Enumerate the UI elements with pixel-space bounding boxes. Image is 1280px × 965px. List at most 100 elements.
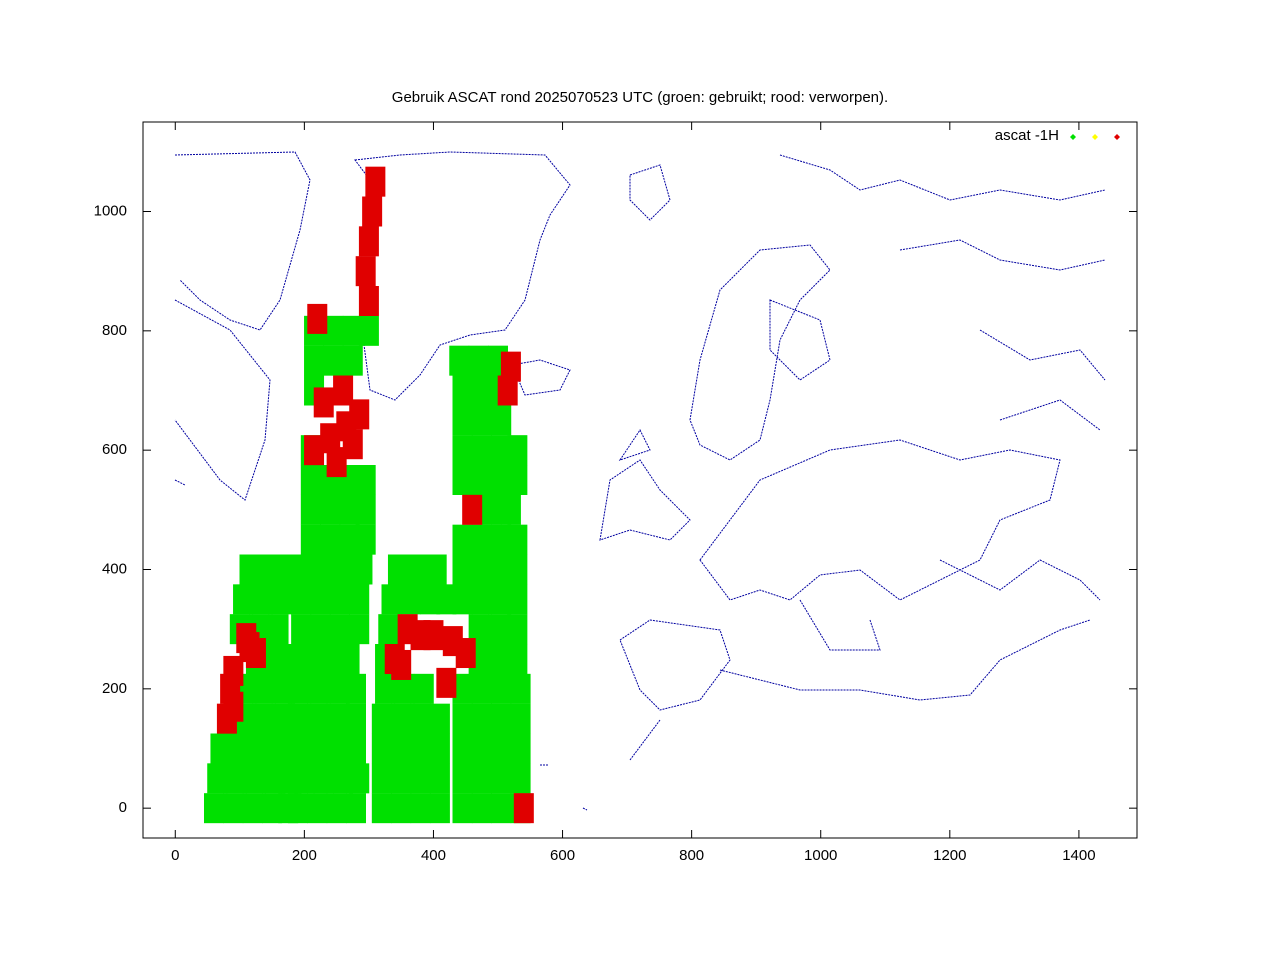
data-point [375, 673, 396, 704]
data-point [491, 435, 512, 466]
data-point [429, 793, 450, 824]
data-point [513, 793, 534, 824]
data-point [429, 763, 450, 794]
data-point [297, 554, 318, 585]
data-point [287, 733, 308, 764]
data-point [452, 405, 473, 436]
data-point [491, 465, 512, 495]
y-tick-label: 800 [102, 322, 127, 339]
data-point [491, 584, 512, 615]
data-point [268, 733, 289, 764]
data-point [271, 703, 292, 734]
data-point [300, 524, 321, 555]
x-tick-label: 1000 [804, 847, 837, 864]
data-point [471, 584, 492, 615]
data-point [491, 793, 512, 824]
data-point [316, 554, 337, 585]
data-point [265, 644, 286, 674]
data-point [410, 733, 431, 764]
data-point [346, 733, 366, 764]
data-point [249, 733, 270, 764]
data-point [252, 703, 273, 734]
data-point [455, 638, 476, 669]
data-point [262, 793, 283, 824]
data-point [355, 465, 376, 495]
data-point [333, 375, 354, 406]
data-point [307, 303, 328, 334]
data-point [436, 584, 457, 615]
data-point [488, 644, 508, 674]
data-point [468, 345, 489, 376]
data-point [207, 763, 228, 794]
data-point [507, 644, 528, 674]
coastline [629, 164, 671, 221]
data-point [452, 673, 473, 704]
data-point [223, 655, 244, 686]
data-point [307, 733, 328, 764]
data-point [391, 733, 412, 764]
data-point [291, 614, 312, 645]
data-point [362, 196, 383, 227]
data-point [471, 554, 492, 585]
data-point [391, 763, 412, 794]
data-point [300, 644, 321, 674]
data-point [284, 644, 305, 674]
data-point [346, 703, 366, 734]
data-point [307, 793, 328, 824]
data-point [245, 763, 266, 794]
data-point [287, 793, 308, 824]
data-point [329, 584, 350, 615]
data-point [423, 620, 444, 651]
data-point [452, 703, 473, 734]
data-point [471, 435, 492, 466]
data-point [391, 793, 412, 824]
data-point [410, 793, 431, 824]
data-point [349, 399, 370, 430]
chart-title: Gebruik ASCAT rond 2025070523 UTC (groen… [392, 89, 888, 106]
data-point [471, 524, 492, 555]
data-point [452, 584, 473, 615]
data-point [271, 584, 292, 615]
data-point [307, 703, 328, 734]
data-point [320, 644, 341, 674]
x-tick-label: 800 [679, 847, 704, 864]
coastlines [174, 151, 1106, 811]
data-point [407, 554, 428, 585]
data-point [229, 733, 250, 764]
data-point [313, 763, 334, 794]
data-point [291, 673, 312, 704]
data-point [336, 554, 357, 585]
data-point [452, 465, 473, 495]
data-point [233, 584, 254, 615]
data-point [300, 494, 321, 525]
data-point [339, 644, 360, 674]
legend-marker [1070, 134, 1076, 140]
data-point [429, 733, 450, 764]
data-point [352, 554, 373, 585]
data-point [210, 733, 231, 764]
y-tick-label: 1000 [94, 202, 127, 219]
data-point [349, 584, 370, 615]
data-point [510, 703, 531, 734]
coastline [174, 151, 311, 501]
data-point [326, 703, 347, 734]
data-point [400, 584, 421, 615]
data-point [488, 614, 508, 645]
data-point [500, 494, 521, 525]
data-point [320, 524, 341, 555]
data-point [242, 793, 263, 824]
data-point [397, 614, 418, 645]
data-point [449, 345, 470, 376]
data-point [310, 584, 331, 615]
coastline [511, 359, 571, 396]
legend-marker [1114, 134, 1120, 140]
data-point [265, 763, 286, 794]
data-point [287, 703, 308, 734]
data-point [429, 703, 450, 734]
x-tick-label: 400 [421, 847, 446, 864]
data-point [462, 494, 483, 525]
x-tick-label: 0 [171, 847, 179, 864]
data-point [510, 673, 531, 704]
data-point [510, 733, 531, 764]
